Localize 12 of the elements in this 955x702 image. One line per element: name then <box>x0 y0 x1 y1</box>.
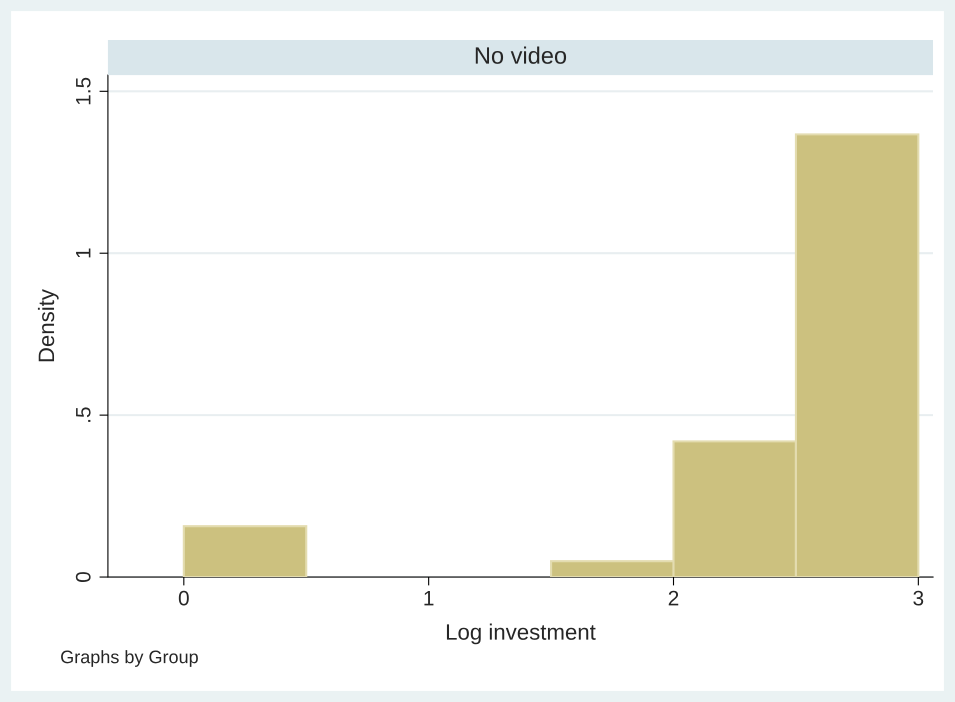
y-tick-label: .5 <box>76 407 91 422</box>
x-tick-label: 0 <box>178 590 189 606</box>
y-tick-label: 0 <box>76 572 91 582</box>
y-tick-label: 1 <box>76 248 90 258</box>
y-axis-title: Density <box>38 289 59 362</box>
y-tick-label: 1.5 <box>76 78 91 104</box>
chart-title: No video <box>476 46 566 64</box>
x-tick-label: 2 <box>668 590 678 606</box>
x-tick-label: 1 <box>424 591 434 606</box>
text: Graphs by Group <box>61 650 198 667</box>
x-tick-label: 3 <box>913 590 924 606</box>
x-axis-title: Log investment <box>446 624 596 644</box>
